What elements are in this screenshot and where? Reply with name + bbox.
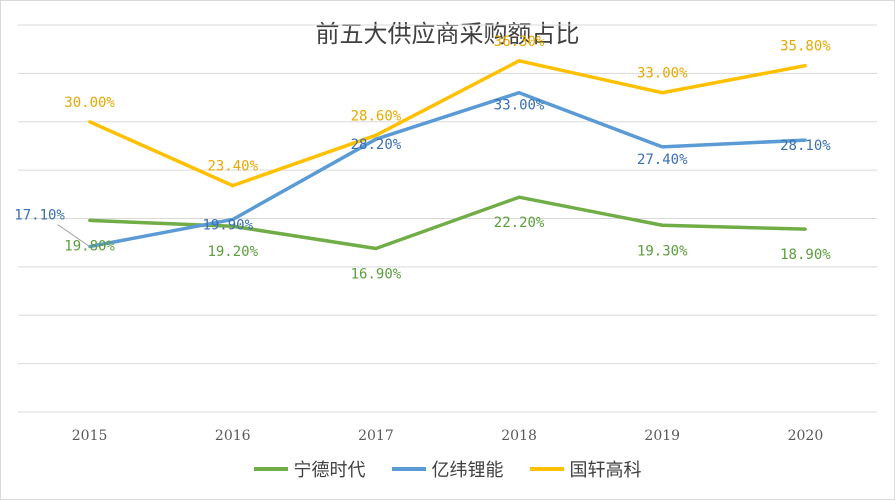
data-label-gotion: 33.00% xyxy=(637,66,688,82)
x-tick-label: 2019 xyxy=(644,428,680,444)
data-label-gotion: 36.30% xyxy=(494,34,545,50)
data-label-catl: 19.80% xyxy=(64,238,115,254)
leader-line xyxy=(57,224,90,247)
data-point-gotion[interactable] xyxy=(374,133,378,137)
data-point-eve[interactable] xyxy=(374,137,378,141)
legend-item-gotion[interactable]: 国轩高科 xyxy=(529,456,642,482)
data-label-gotion: 30.00% xyxy=(64,95,115,111)
data-point-catl[interactable] xyxy=(660,223,664,227)
legend-swatch-eve xyxy=(391,467,426,471)
data-label-eve: 33.00% xyxy=(494,98,545,114)
series-line-gotion[interactable] xyxy=(88,59,806,188)
x-tick-label: 2018 xyxy=(501,428,537,444)
data-point-eve[interactable] xyxy=(231,217,235,221)
x-tick-label: 2020 xyxy=(788,428,824,444)
data-label-eve: 17.10% xyxy=(14,208,65,224)
data-label-eve: 28.10% xyxy=(780,138,831,154)
data-label-gotion: 28.60% xyxy=(351,108,402,124)
data-label-catl: 16.90% xyxy=(351,266,402,282)
data-point-gotion[interactable] xyxy=(803,64,807,68)
x-tick-label: 2015 xyxy=(72,428,108,444)
series-line-catl[interactable] xyxy=(89,195,806,251)
legend-swatch-gotion xyxy=(529,467,564,471)
data-point-eve[interactable] xyxy=(803,138,807,142)
x-tick-label: 2016 xyxy=(215,428,251,444)
data-label-catl: 19.30% xyxy=(637,243,688,259)
data-label-eve: 19.90% xyxy=(202,217,253,233)
legend: 宁德时代 亿纬锂能 国轩高科 xyxy=(0,456,895,482)
data-label-gotion: 35.80% xyxy=(780,39,831,55)
x-tick-label: 2017 xyxy=(358,428,394,444)
legend-label-catl: 宁德时代 xyxy=(293,460,366,481)
data-point-catl[interactable] xyxy=(374,246,378,250)
series-line-eve[interactable] xyxy=(89,90,806,249)
legend-label-gotion: 国轩高科 xyxy=(569,460,642,481)
data-label-eve: 28.20% xyxy=(351,137,402,153)
legend-item-eve[interactable]: 亿纬锂能 xyxy=(391,456,504,482)
data-point-gotion[interactable] xyxy=(517,59,521,63)
legend-item-catl[interactable]: 宁德时代 xyxy=(253,456,366,482)
data-point-gotion[interactable] xyxy=(660,91,664,95)
legend-label-eve: 亿纬锂能 xyxy=(431,460,504,481)
data-point-eve[interactable] xyxy=(660,145,664,149)
data-point-catl[interactable] xyxy=(803,227,807,231)
data-label-gotion: 23.40% xyxy=(207,159,258,175)
data-label-eve: 27.40% xyxy=(637,152,688,168)
data-label-catl: 19.20% xyxy=(207,244,258,260)
data-point-eve[interactable] xyxy=(517,91,521,95)
data-label-catl: 18.90% xyxy=(780,247,831,263)
data-point-catl[interactable] xyxy=(517,195,521,199)
data-point-catl[interactable] xyxy=(231,224,235,228)
legend-swatch-catl xyxy=(253,467,288,471)
data-point-catl[interactable] xyxy=(88,218,92,222)
data-point-gotion[interactable] xyxy=(88,120,92,124)
data-label-catl: 22.20% xyxy=(494,215,545,231)
data-point-gotion[interactable] xyxy=(231,184,235,188)
